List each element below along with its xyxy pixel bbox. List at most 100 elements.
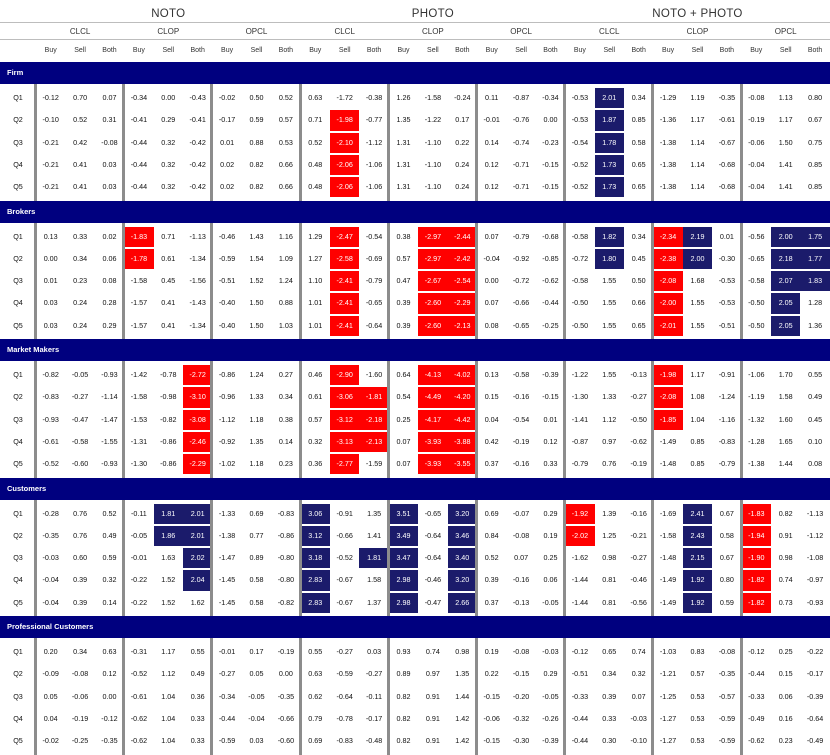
value-cell: 0.41 [73, 159, 88, 169]
value-cell: -0.11 [130, 508, 147, 518]
value-cell: -0.52 [571, 182, 589, 192]
value-cell: 0.33 [602, 713, 617, 723]
value-cell: 0.93 [396, 647, 411, 656]
value-cell: 0.04 [484, 414, 499, 424]
value-cell: 0.33 [190, 713, 205, 723]
value-cell: -0.52 [130, 669, 148, 679]
section-header: Firm [0, 62, 830, 84]
value-cell: -0.27 [630, 392, 647, 402]
value-cell: 0.85 [631, 115, 646, 125]
value-cell: -0.25 [542, 320, 559, 330]
value-cell-negative-significant: -2.67 [418, 271, 448, 292]
value-cell: -0.13 [512, 597, 530, 607]
value-cell: -0.53 [718, 276, 736, 286]
value-cell: -0.59 [718, 736, 736, 746]
value-cell: 0.11 [484, 93, 499, 102]
value-cell: -0.10 [42, 115, 59, 125]
value-cell: -1.02 [218, 459, 236, 469]
value-cell: 1.18 [249, 414, 264, 424]
section-title: Customers [7, 483, 47, 493]
value-cell: 0.50 [631, 276, 646, 286]
value-cell: 0.49 [102, 530, 117, 540]
value-cell-negative-significant: -2.38 [653, 248, 683, 270]
value-cell: -0.15 [542, 159, 559, 169]
value-cell: -0.68 [718, 159, 736, 169]
value-cell: 0.07 [631, 691, 646, 701]
value-cell-negative-significant: -2.13 [359, 431, 389, 453]
value-cell: -1.06 [748, 370, 765, 379]
value-cell: 0.57 [278, 115, 293, 125]
value-cell: -0.86 [218, 370, 236, 379]
value-cell: 0.10 [808, 436, 823, 446]
quarter-label: Q5 [13, 182, 23, 192]
value-cell: -1.30 [130, 459, 148, 469]
value-cell-negative-significant: -1.78 [124, 248, 154, 270]
value-cell-positive-significant: 3.47 [388, 548, 419, 569]
value-cell: -1.58 [130, 276, 148, 286]
value-cell: 0.24 [455, 159, 470, 169]
value-cell: -0.35 [101, 736, 118, 746]
value-cell: -1.30 [571, 392, 589, 402]
value-cell: -0.66 [512, 298, 530, 308]
side-header: Sell [603, 47, 616, 54]
value-cell: -0.51 [218, 276, 236, 286]
value-cell: -0.16 [512, 392, 530, 402]
value-cell: 0.23 [73, 276, 88, 286]
value-cell: -0.07 [512, 508, 530, 518]
value-cell: 1.17 [161, 647, 176, 656]
value-cell: 0.50 [249, 93, 264, 102]
value-cell: -0.39 [542, 370, 559, 379]
value-cell: -0.50 [571, 298, 589, 308]
value-cell: 0.07 [484, 298, 499, 308]
value-cell-negative-significant: -2.10 [330, 132, 360, 153]
value-cell: -0.20 [512, 691, 530, 701]
value-cell: 0.65 [631, 159, 646, 169]
value-cell: 0.65 [602, 647, 617, 656]
value-cell: 0.46 [308, 370, 323, 379]
value-cell: 0.14 [102, 597, 117, 607]
value-cell: -1.24 [718, 392, 736, 402]
value-cell: -0.61 [130, 691, 148, 701]
side-header: Buy [397, 47, 410, 54]
value-cell-positive-significant: 3.51 [388, 503, 419, 524]
table-row: Q1 0.13 0.33 0.02 -1.83 0.71 -1.13 -0.46 1.43 1.1… [0, 226, 830, 248]
value-cell: -0.02 [218, 93, 236, 102]
block-divider [739, 638, 743, 755]
value-cell-negative-significant: -2.06 [330, 154, 360, 176]
section-header: Brokers [0, 200, 830, 223]
value-cell: 0.52 [278, 93, 293, 102]
value-cell: 0.00 [484, 276, 499, 286]
table-row: Q4 0.03 0.24 0.28 -1.57 0.41 -1.43 -0.40 1.50 0.8… [0, 292, 830, 314]
value-cell: 0.29 [543, 508, 558, 518]
value-cell: -0.44 [130, 159, 148, 169]
value-cell: 0.57 [308, 414, 323, 424]
value-cell: 1.62 [190, 597, 205, 607]
value-cell-positive-significant: 2.00 [682, 248, 713, 270]
value-cell: -0.58 [748, 276, 765, 286]
value-cell: -0.04 [42, 597, 59, 607]
value-cell-negative-significant: -2.01 [653, 315, 683, 336]
value-cell: 0.07 [396, 459, 411, 469]
value-cell: 0.45 [161, 276, 176, 286]
value-cell: 0.12 [543, 436, 558, 446]
value-cell-negative-significant: -2.18 [359, 409, 389, 430]
quarter-label: Q4 [13, 436, 23, 446]
value-cell-positive-significant: 2.01 [183, 525, 213, 547]
quarter-label: Q4 [13, 713, 23, 723]
value-cell: -0.87 [571, 436, 589, 446]
group-header: PHOTO [411, 8, 454, 20]
value-cell: 1.42 [455, 736, 470, 746]
value-cell: -0.86 [160, 436, 177, 446]
value-cell: 0.19 [484, 647, 499, 656]
value-cell: -1.16 [718, 414, 736, 424]
value-cell: 0.00 [102, 691, 117, 701]
value-cell-positive-significant: 1.86 [153, 525, 183, 547]
value-cell: -0.05 [71, 370, 89, 379]
value-cell: -1.38 [748, 459, 765, 469]
table-row: Q3 0.01 0.23 0.08 -1.58 0.45 -1.56 -0.51 1.52 1.2… [0, 270, 830, 292]
value-cell: -0.33 [748, 691, 765, 701]
quarter-label: Q5 [13, 459, 23, 469]
value-cell: -0.58 [571, 276, 589, 286]
value-cell: 0.24 [73, 298, 88, 308]
group-header: NOTO + PHOTO [652, 8, 743, 20]
